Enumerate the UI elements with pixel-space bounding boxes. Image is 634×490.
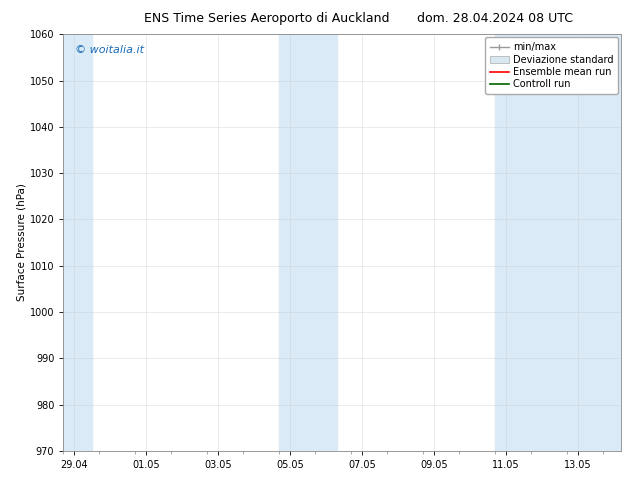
Text: ENS Time Series Aeroporto di Auckland: ENS Time Series Aeroporto di Auckland <box>143 12 389 25</box>
Bar <box>280 34 337 451</box>
Bar <box>495 34 621 451</box>
Y-axis label: Surface Pressure (hPa): Surface Pressure (hPa) <box>17 184 27 301</box>
Text: dom. 28.04.2024 08 UTC: dom. 28.04.2024 08 UTC <box>417 12 573 25</box>
Legend: min/max, Deviazione standard, Ensemble mean run, Controll run: min/max, Deviazione standard, Ensemble m… <box>485 37 618 94</box>
Text: © woitalia.it: © woitalia.it <box>75 45 143 55</box>
Bar <box>63 34 92 451</box>
